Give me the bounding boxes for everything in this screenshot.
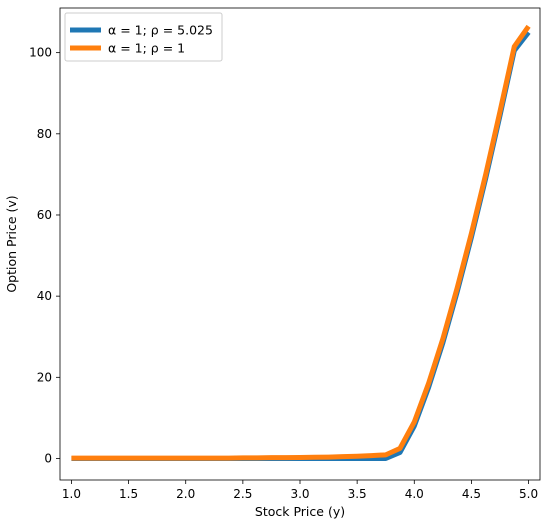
x-tick-label: 4.0 [405, 487, 424, 501]
x-tick-label: 5.0 [519, 487, 538, 501]
x-tick-label: 2.0 [176, 487, 195, 501]
x-tick-label: 4.5 [462, 487, 481, 501]
x-tick-label: 2.5 [233, 487, 252, 501]
y-axis-label: Option Price (v) [4, 195, 19, 292]
legend-label-series-0: α = 1; ρ = 5.025 [108, 23, 213, 38]
ticks-layer: 1.0 1.5 2.0 2.5 3.0 3.5 4.0 4.5 5.0 0 20 40 60 80 100 [29, 46, 538, 501]
series-line-1 [71, 24, 531, 461]
x-axis-label: Stock Price (y) [255, 504, 345, 519]
series-layer [71, 24, 531, 461]
x-tick-label: 3.0 [290, 487, 309, 501]
y-tick-label: 80 [37, 127, 52, 141]
series-line-0 [71, 30, 531, 461]
y-tick-label: 40 [37, 289, 52, 303]
y-tick-label: 60 [37, 208, 52, 222]
x-tick-label: 1.0 [62, 487, 81, 501]
plot-frame [59, 7, 541, 481]
x-tick-label: 3.5 [348, 487, 367, 501]
y-tick-label: 100 [29, 46, 52, 60]
y-tick-label: 20 [37, 370, 52, 384]
legend-box [64, 12, 223, 62]
x-tick-label: 1.5 [119, 487, 138, 501]
y-tick-label: 0 [44, 451, 52, 465]
legend: α = 1; ρ = 5.025 α = 1; ρ = 1 [64, 12, 223, 62]
legend-label-series-1: α = 1; ρ = 1 [108, 41, 185, 56]
